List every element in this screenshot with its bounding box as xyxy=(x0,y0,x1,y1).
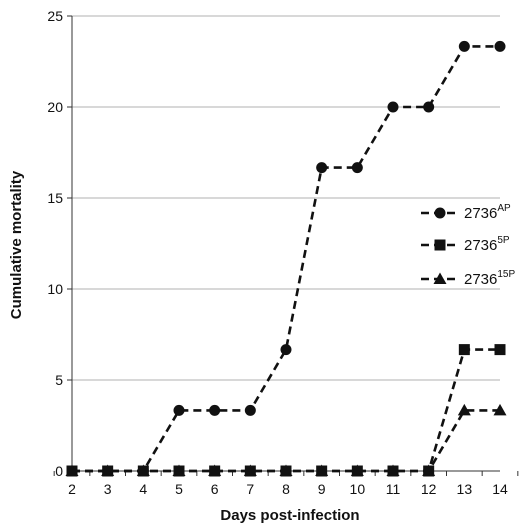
legend-label-superscript: AP xyxy=(497,203,511,214)
tick-labels: 0 5 10 15 20 25 2 3 4 5 6 7 8 9 10 11 12 13 14 xyxy=(47,8,508,497)
x-axis-title: Days post-infection xyxy=(220,507,359,524)
data-series xyxy=(65,40,507,477)
x-tick-label: 3 xyxy=(104,481,112,497)
data-point xyxy=(209,404,221,416)
data-point xyxy=(209,465,221,477)
data-point xyxy=(423,101,435,113)
x-tick-label: 14 xyxy=(492,481,508,497)
grid-lines xyxy=(72,15,500,381)
legend-label-base: 2736 xyxy=(464,237,497,254)
data-point xyxy=(423,465,435,477)
legend-label-base: 2736 xyxy=(464,271,497,288)
data-point xyxy=(387,465,399,477)
data-point xyxy=(173,404,185,416)
x-tick-label: 10 xyxy=(350,481,366,497)
data-point xyxy=(316,162,328,174)
data-point xyxy=(458,344,470,356)
legend-label-superscript: 15P xyxy=(497,269,515,280)
data-point xyxy=(387,101,399,113)
data-point xyxy=(316,465,328,477)
data-point xyxy=(244,465,256,477)
data-point xyxy=(458,40,470,52)
legend-label: 2736AP xyxy=(464,203,511,222)
data-point xyxy=(66,465,78,477)
y-axis-title: Cumulative mortality xyxy=(8,170,25,319)
series-2736-5P xyxy=(66,344,506,477)
x-tick-label: 12 xyxy=(421,481,437,497)
x-tick-label: 7 xyxy=(246,481,254,497)
data-point xyxy=(244,404,256,416)
data-point xyxy=(351,465,363,477)
data-point xyxy=(493,403,507,416)
legend-marker xyxy=(434,239,446,251)
data-point xyxy=(173,465,185,477)
series-line xyxy=(72,348,500,473)
x-tick-label: 6 xyxy=(211,481,219,497)
legend-marker xyxy=(434,207,446,219)
data-point xyxy=(457,403,471,416)
y-tick-label: 5 xyxy=(55,372,63,388)
legend-label: 27365P xyxy=(464,235,510,254)
legend-label: 273615P xyxy=(464,269,515,288)
legend-item: 273615P xyxy=(421,269,515,288)
y-tick-label: 10 xyxy=(47,281,63,297)
x-tick-label: 9 xyxy=(318,481,326,497)
legend-label-superscript: 5P xyxy=(497,235,510,246)
series-2736-15P xyxy=(65,403,507,476)
x-tick-label: 5 xyxy=(175,481,183,497)
legend-label-base: 2736 xyxy=(464,205,497,222)
y-tick-label: 25 xyxy=(47,8,63,24)
x-tick-label: 2 xyxy=(68,481,76,497)
legend-item: 2736AP xyxy=(421,203,511,222)
y-tick-label: 20 xyxy=(47,99,63,115)
y-tick-label: 15 xyxy=(47,190,63,206)
data-point xyxy=(494,40,506,52)
data-point xyxy=(137,465,149,477)
legend-item: 27365P xyxy=(421,235,510,254)
data-point xyxy=(280,465,292,477)
series-line xyxy=(72,45,500,473)
data-point xyxy=(102,465,114,477)
x-tick-label: 11 xyxy=(386,481,401,497)
series-line xyxy=(72,409,500,473)
data-point xyxy=(280,344,292,356)
y-tick-label: 0 xyxy=(55,463,63,479)
x-tick-label: 4 xyxy=(139,481,147,497)
x-tick-label: 8 xyxy=(282,481,290,497)
legend-marker xyxy=(433,272,447,284)
data-point xyxy=(494,344,506,356)
x-tick-label: 13 xyxy=(457,481,473,497)
series-2736-AP xyxy=(66,40,506,477)
data-point xyxy=(351,162,363,174)
